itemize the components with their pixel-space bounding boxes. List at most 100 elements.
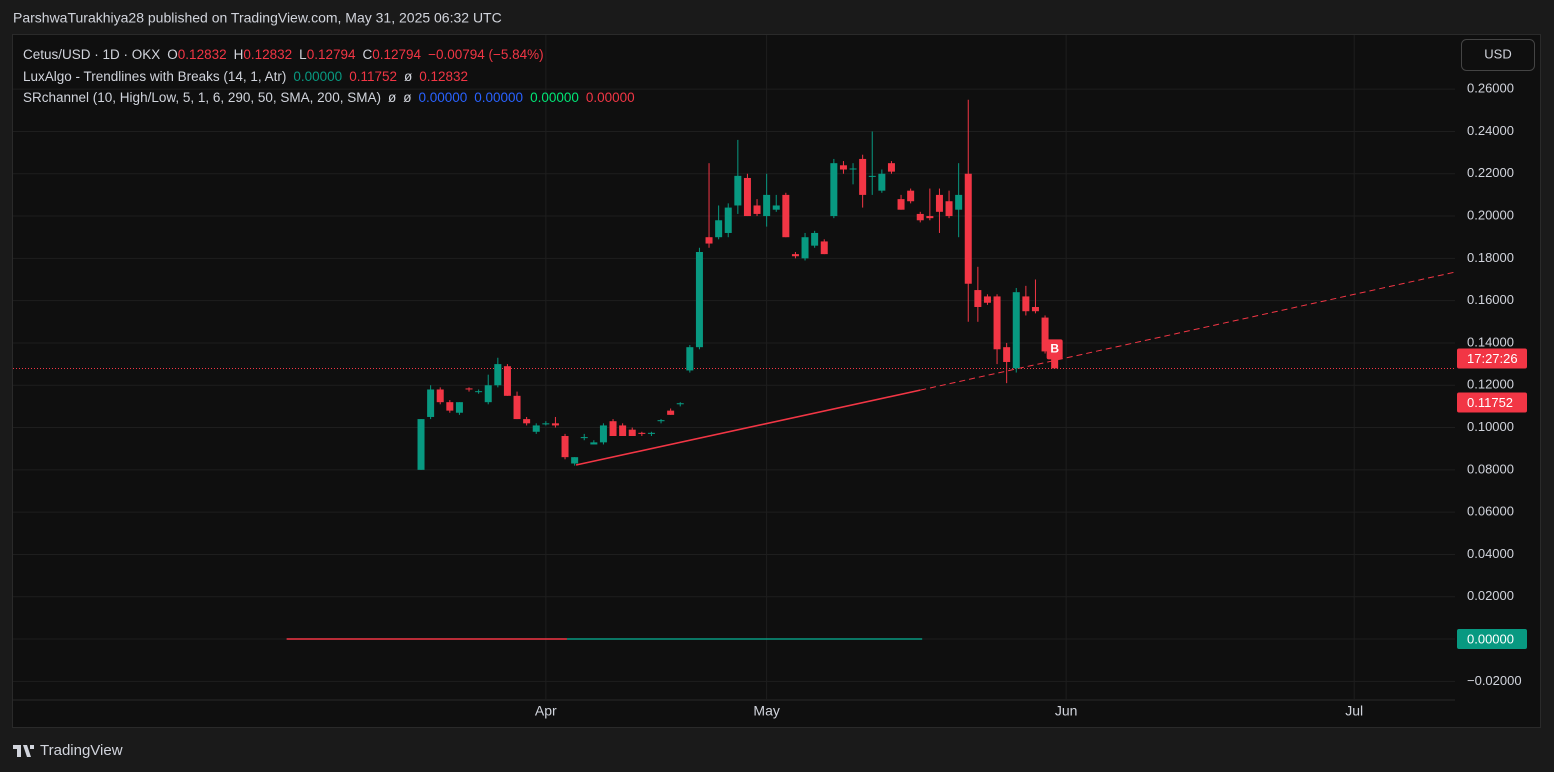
candle-body [955,194,963,210]
legend-text: 0.00000 [474,90,524,105]
legend-line: Cetus/USD · 1D · OKX O0.12832 H0.12832 L0.1… [23,44,642,66]
legend-text: −0.00794 (−5.84%) [428,47,544,62]
price-label-box [1457,392,1527,413]
legend-text: Cetus/USD · 1D · OKX [23,47,161,62]
candle-body [887,163,895,172]
candle-body [465,388,473,390]
legend-value: 0.12794 [372,47,422,62]
y-tick-label: 0.02000 [1467,588,1514,603]
candle-body [580,437,588,439]
candle-body [695,252,703,348]
candle-body [590,442,598,445]
y-tick-label: 0.22000 [1467,165,1514,180]
legend-line: LuxAlgo - Trendlines with Breaks (14, 1,… [23,66,642,88]
legend-text: 0.12832 [419,68,469,84]
y-tick-label: 0.12000 [1467,377,1514,392]
legend-label: L [299,47,307,62]
candle-body [926,216,934,219]
legend-label: H [233,47,244,62]
candle-body [763,194,771,217]
candle-body [436,389,444,403]
candle-body [743,177,751,217]
price-label: 0.11752 [1467,395,1513,410]
break-marker-label: B [1050,342,1059,356]
legend-text: ø [387,90,397,105]
y-tick-label: 0.08000 [1467,461,1514,476]
price-label-box [1457,348,1527,369]
x-tick-label: Jul [1345,703,1363,719]
y-tick-label: 0.20000 [1467,207,1514,222]
y-tick-label: 0.18000 [1467,250,1514,265]
currency-button[interactable] [1461,39,1535,71]
candle-body [849,168,857,170]
candle-body [859,158,867,195]
y-tick-label: 0.24000 [1467,123,1514,138]
candle-body [427,389,435,417]
legend: Cetus/USD · 1D · OKX O0.12832 H0.12832 L0.1… [23,44,642,109]
candle-body [907,190,915,202]
legend-label: O [167,47,178,62]
y-tick-label: −0.02000 [1467,673,1522,688]
candle-body [657,420,665,422]
legend-text: 0.11752 [349,68,397,84]
y-tick-label: 0.04000 [1467,546,1514,561]
candle-body [484,385,492,403]
x-tick-label: May [753,703,779,719]
candle-body [801,237,809,259]
legend-text: 0.00000 [530,90,579,105]
legend-label: C [362,47,373,62]
legend-text: 0.00000 [293,68,343,84]
candle-body [753,205,761,214]
candle-body [715,220,723,238]
candle-body [561,436,569,458]
candle-body [993,296,1001,350]
candle-body [1012,292,1020,369]
candle-body [964,173,972,284]
legend-text: ø [403,90,412,105]
trendline-solid [575,389,921,466]
header: ParshwaTurakhiya28 published on TradingV… [13,10,502,26]
candle-body [791,254,799,257]
candle-body [455,402,463,413]
break-marker [1046,339,1063,360]
trendline-dashed [920,271,1456,391]
candle-body [571,457,579,464]
candle-body [686,347,694,371]
legend-value: 0.12832 [177,47,227,62]
x-tick-label: Apr [535,703,557,719]
candle-body [475,391,483,393]
legend-text: ø [404,68,413,84]
candle-body [916,213,924,221]
candle-body [1022,296,1030,312]
candle-body [619,425,627,437]
legend-text: 0.00000 [418,90,468,105]
candle-body [734,175,742,206]
chart-panel [12,34,1541,728]
legend-text: SRchannel (10, High/Low, 5, 1, 6, 290, 5… [23,90,381,105]
x-tick-label: Jun [1055,703,1078,719]
candle-body [878,173,886,191]
candle-body [638,432,646,434]
y-tick-label: 0.14000 [1467,334,1514,349]
legend-text: LuxAlgo - Trendlines with Breaks (14, 1,… [23,68,287,84]
candle-body [935,194,943,212]
candle-body [551,423,559,426]
candle-body [494,364,502,386]
candle-body [446,402,454,411]
legend-text: 0.00000 [585,90,635,105]
y-tick-label: 0.16000 [1467,292,1514,307]
candle-body [513,395,521,420]
legend-line: SRchannel (10, High/Low, 5, 1, 6, 290, 5… [23,87,642,109]
price-label-box [1457,629,1527,650]
legend-value: 0.12794 [306,47,356,62]
candle-body [839,165,847,170]
currency[interactable]: USD [1484,46,1511,61]
candle-body [417,419,425,470]
candle-body [983,296,991,303]
candle-body [1003,347,1011,362]
candle-body [782,194,790,238]
candle-body [609,421,617,437]
footer-brand: TradingView [40,742,123,759]
